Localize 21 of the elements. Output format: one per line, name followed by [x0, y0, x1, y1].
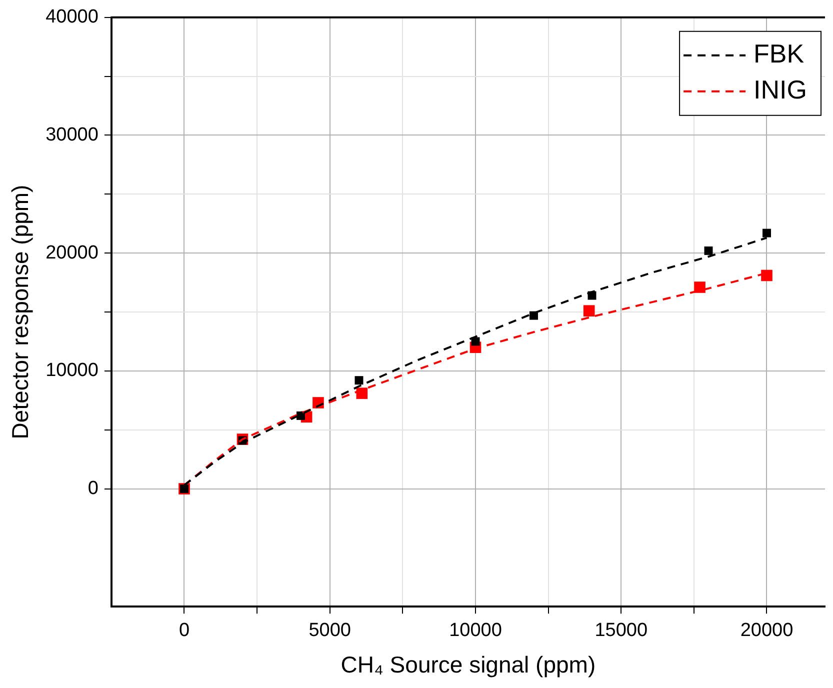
y-axis-title: Detector response (ppm) [7, 184, 34, 440]
x-tick-label: 10000 [449, 620, 502, 642]
y-tick-label: 40000 [46, 6, 98, 28]
y-tick-label: 0 [88, 478, 98, 499]
x-tick-label: 5000 [308, 620, 352, 642]
point [694, 282, 706, 293]
point [761, 270, 772, 282]
y-tick-label: 30000 [46, 124, 98, 146]
legend-label: FBK [754, 38, 805, 69]
x-tick-label: 20000 [740, 620, 794, 642]
legend-label: INIG [754, 74, 808, 105]
y-tick-label: 10000 [46, 360, 98, 382]
point [704, 246, 713, 255]
point [354, 376, 364, 385]
y-tick-label: 20000 [46, 242, 98, 264]
x-tick-label: 0 [178, 620, 190, 642]
x-tick-label: 15000 [594, 620, 648, 642]
point [530, 311, 538, 320]
x-axis-title: CH₄ Source signal (ppm) [340, 652, 596, 678]
point [762, 228, 771, 238]
point [583, 305, 595, 316]
